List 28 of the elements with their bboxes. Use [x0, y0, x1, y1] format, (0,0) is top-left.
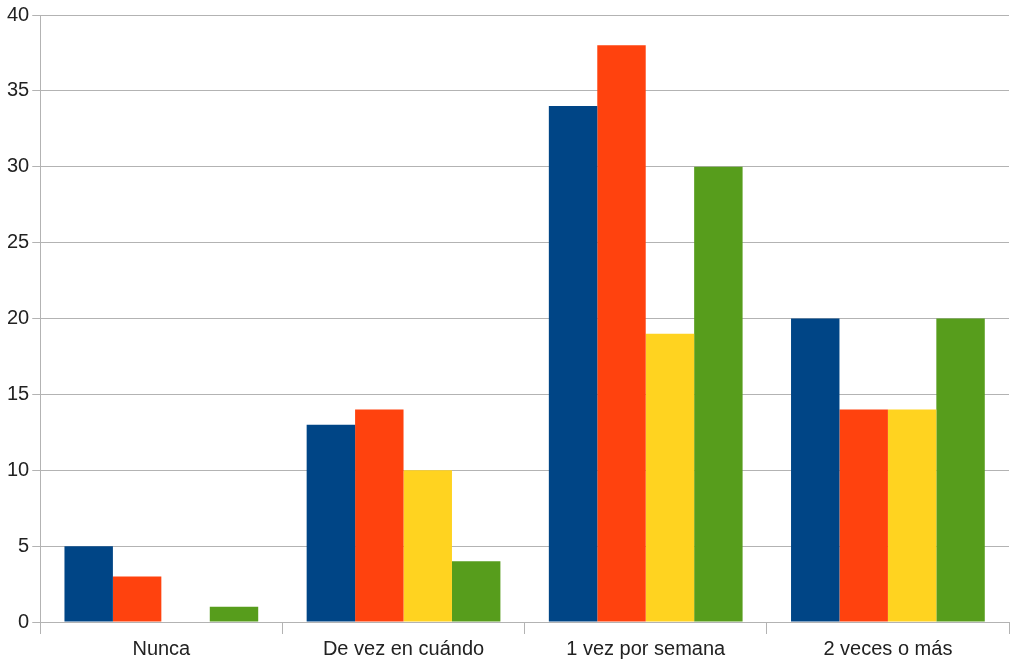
bar: [64, 546, 113, 622]
y-tick-label: 20: [7, 306, 30, 329]
bar: [355, 409, 404, 622]
bar: [403, 470, 452, 622]
bar: [839, 409, 888, 622]
bar: [451, 561, 501, 622]
bar: [694, 166, 743, 622]
bar: [936, 318, 985, 622]
y-tick-label: 5: [18, 533, 30, 556]
y-tick-label: 35: [7, 78, 30, 101]
bar: [209, 606, 259, 622]
x-tick-label: 2 veces o más: [823, 636, 953, 659]
y-tick-label: 30: [7, 154, 30, 177]
bar: [112, 576, 162, 622]
y-tick-label: 15: [7, 381, 30, 404]
x-tick-label: De vez en cuándo: [322, 636, 485, 659]
x-tick-label: Nunca: [132, 636, 192, 659]
y-tick-label: 40: [7, 2, 30, 25]
bar: [548, 106, 598, 622]
y-tick-label: 0: [18, 609, 30, 632]
bar: [645, 333, 695, 622]
x-tick-label: 1 vez por semana: [566, 636, 727, 659]
y-tick-label: 25: [7, 230, 30, 253]
bar: [791, 318, 840, 622]
bar: [306, 424, 356, 622]
y-tick-label: 10: [7, 457, 30, 480]
bar: [887, 409, 937, 622]
bar: [597, 45, 646, 622]
